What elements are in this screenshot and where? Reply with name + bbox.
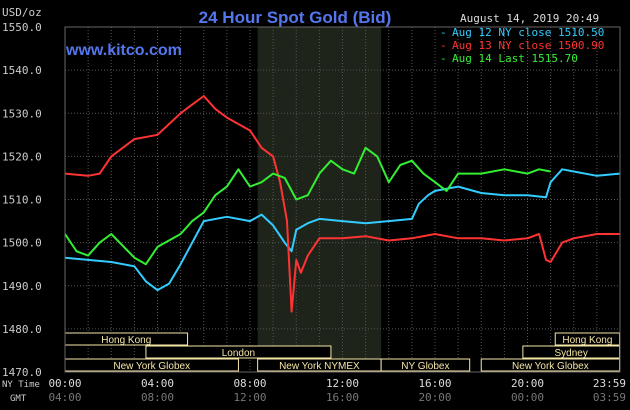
series-line-1 <box>64 95 620 313</box>
x-tick-gmt: 12:00 <box>233 391 266 404</box>
y-tick-label: 1550.0 <box>2 21 42 34</box>
y-tick-label: 1520.0 <box>2 150 42 163</box>
legend: - Aug 12 NY close 1510.50 - Aug 13 NY cl… <box>440 26 604 65</box>
legend-aug13-marker: - <box>440 39 447 52</box>
y-tick-label: 1490.0 <box>2 280 42 293</box>
session-label: New York Globex <box>512 361 589 372</box>
session-label: New York NYMEX <box>279 361 360 372</box>
y-tick-label: 1540.0 <box>2 64 42 77</box>
legend-aug14: Aug 14 Last 1515.70 <box>452 52 578 65</box>
x-tick-gmt: 03:59 <box>593 391 626 404</box>
timestamp: August 14, 2019 20:49 <box>460 12 599 25</box>
ny-time-label: NY Time <box>2 380 40 390</box>
y-tick-label: 1500.0 <box>2 237 42 250</box>
x-tick-gmt: 04:00 <box>48 391 81 404</box>
y-axis-ticks: 1550.0 1540.0 1530.0 1520.0 1510.0 1500.0 1490… <box>2 21 42 379</box>
kitco-watermark: www.kitco.com <box>65 42 182 59</box>
x-tick-ny: 00:00 <box>48 377 81 390</box>
price-series <box>64 95 620 313</box>
x-tick-gmt: 20:00 <box>418 391 451 404</box>
session-label: Hong Kong <box>562 335 612 346</box>
y-tick-label: 1510.0 <box>2 194 42 207</box>
x-tick-ny: 16:00 <box>418 377 451 390</box>
chart-title: 24 Hour Spot Gold (Bid) <box>199 8 392 27</box>
market-sessions: Hong Kong London New York Globex New York N… <box>64 332 621 372</box>
gmt-label: GMT <box>10 394 27 404</box>
legend-aug12: Aug 12 NY close 1510.50 <box>452 26 604 39</box>
x-tick-gmt: 16:00 <box>326 391 359 404</box>
x-tick-gmt: 08:00 <box>141 391 174 404</box>
y-tick-label: 1470.0 <box>2 366 42 379</box>
session-label: NY Globex <box>401 361 449 372</box>
y-tick-label: 1480.0 <box>2 323 42 336</box>
x-tick-ny: 08:00 <box>233 377 266 390</box>
y-tick-label: 1530.0 <box>2 107 42 120</box>
session-label: London <box>222 348 255 359</box>
session-label: Hong Kong <box>101 335 151 346</box>
x-tick-gmt: 00:00 <box>511 391 544 404</box>
series-line-2 <box>64 146 551 266</box>
x-tick-ny: 12:00 <box>326 377 359 390</box>
series-line-0 <box>64 168 620 292</box>
session-box <box>380 358 471 372</box>
session-box <box>145 345 332 359</box>
x-tick-ny: 20:00 <box>511 377 544 390</box>
x-tick-ny: 23:59 <box>593 377 626 390</box>
x-axis-ticks: 00:0004:0004:0008:0008:0012:0012:0016:00… <box>48 377 626 404</box>
session-label: New York Globex <box>113 361 190 372</box>
legend-aug12-marker: - <box>440 26 447 39</box>
y-axis-unit: USD/oz <box>2 6 42 19</box>
legend-aug14-marker: - <box>440 52 447 65</box>
x-tick-ny: 04:00 <box>141 377 174 390</box>
legend-aug13: Aug 13 NY close 1500.90 <box>452 39 604 52</box>
plot-frame <box>64 26 621 373</box>
session-label: Sydney <box>555 348 588 359</box>
